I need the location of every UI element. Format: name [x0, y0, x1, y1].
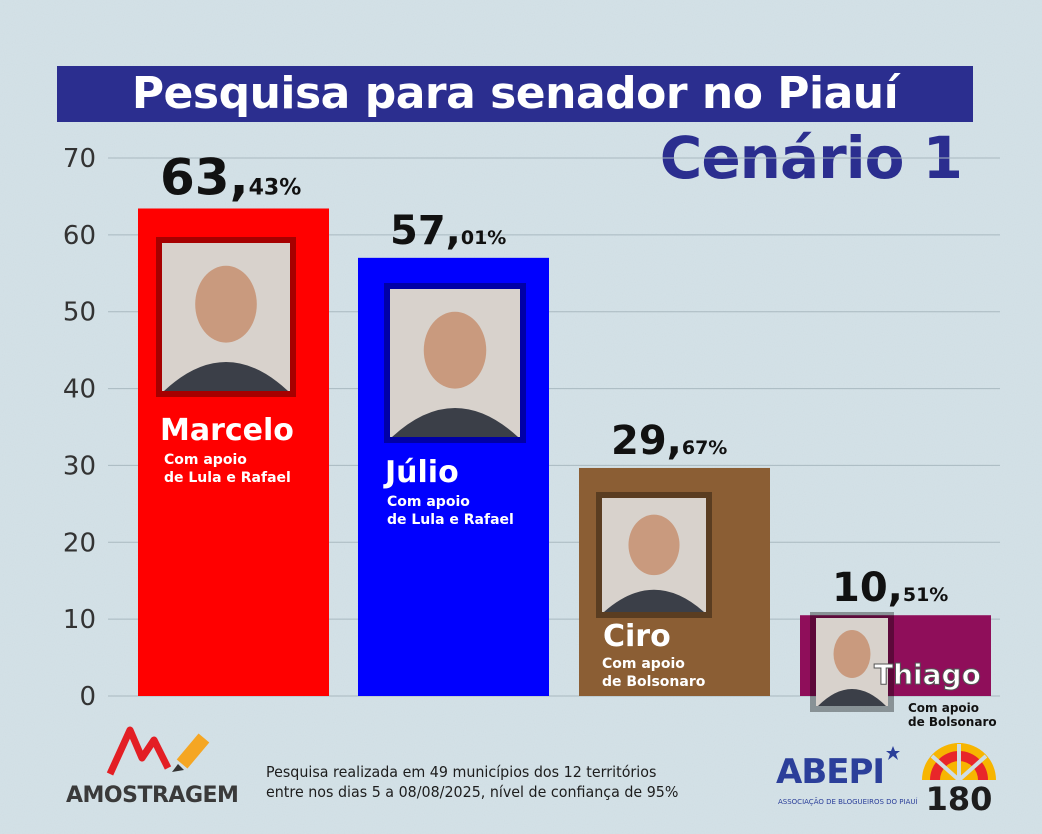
photo-face-shape [628, 514, 680, 576]
survey-footnote: Pesquisa realizada em 49 municípios dos … [266, 762, 708, 802]
y-tick-label: 10 [63, 605, 96, 635]
support-line-1: Com apoio [602, 656, 685, 672]
y-tick-label: 70 [63, 144, 96, 174]
y-tick-label: 30 [63, 451, 96, 481]
y-tick-label: 40 [63, 375, 96, 405]
support-line-2: de Bolsonaro [908, 715, 997, 729]
abepi-logo-subtitle: ASSOCIAÇÃO DE BLOGUEIROS DO PIAUÍ [778, 798, 918, 806]
abepi-logo: ABEPI ASSOCIAÇÃO DE BLOGUEIROS DO PIAUÍ [776, 746, 918, 812]
support-line-1: Com apoio [387, 494, 470, 510]
photo-body-shape [818, 689, 886, 706]
star-icon [886, 746, 900, 760]
support-line-1: Com apoio [164, 452, 247, 468]
y-tick-label: 50 [63, 298, 96, 328]
data-label: 57,01% [390, 208, 506, 254]
candidate-name: Júlio [383, 455, 459, 490]
y-tick-label: 20 [63, 528, 96, 558]
data-label: 63,43% [160, 148, 301, 206]
photo-body-shape [392, 408, 518, 437]
amostragem-logo-text: AMOSTRAGEM [66, 783, 239, 808]
photo-body-shape [164, 362, 288, 391]
data-label: 29,67% [611, 418, 727, 464]
logo-180: 180 [918, 736, 1000, 818]
footnote-line-1: Pesquisa realizada em 49 municípios dos … [266, 763, 657, 781]
logo-180-text: 180 [926, 780, 993, 812]
chart-title: Pesquisa para senador no Piauí [57, 66, 973, 122]
y-tick-label: 60 [63, 221, 96, 251]
amostragem-logo: AMOSTRAGEM [66, 724, 256, 808]
support-line-1: Com apoio [908, 701, 979, 715]
photo-face-shape [833, 630, 871, 678]
candidate-name: Ciro [603, 619, 671, 654]
footnote-line-2: entre nos dias 5 a 08/08/2025, nível de … [266, 783, 679, 801]
data-label: 10,51% [832, 565, 948, 611]
support-line-2: de Lula e Rafael [164, 470, 291, 486]
candidate-name: Marcelo [160, 413, 294, 448]
photo-body-shape [604, 589, 704, 612]
support-line-2: de Lula e Rafael [387, 512, 514, 528]
candidate-name: Thiago [874, 658, 981, 691]
sun-icon: 180 [922, 743, 996, 818]
support-line-2: de Bolsonaro [602, 674, 706, 690]
y-tick-label: 0 [79, 682, 96, 712]
abepi-logo-text: ABEPI [776, 752, 885, 792]
photo-face-shape [423, 311, 487, 389]
amostragem-logo-mark-icon [106, 726, 210, 776]
photo-face-shape [195, 265, 257, 343]
